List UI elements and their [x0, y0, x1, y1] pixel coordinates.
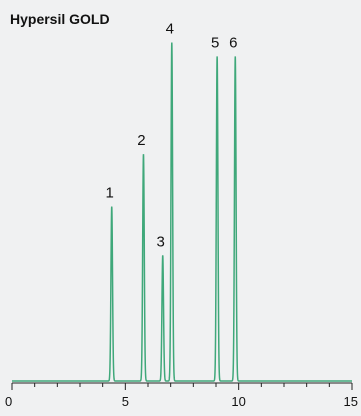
peak-label: 1: [106, 185, 114, 202]
x-tick-label: 15: [344, 394, 358, 409]
x-tick-label: 0: [5, 394, 12, 409]
x-tick-label: 5: [122, 394, 129, 409]
chart-title: Hypersil GOLD: [10, 11, 110, 27]
x-tick-label: 10: [231, 394, 245, 409]
peak-label: 2: [137, 132, 145, 149]
peak-label: 6: [229, 34, 237, 51]
x-axis: 0 5 10 15: [5, 382, 358, 409]
chromatogram-trace: [12, 42, 352, 382]
peak-label: 4: [166, 20, 174, 37]
peak-label: 5: [211, 34, 219, 51]
peak-label: 3: [157, 233, 165, 250]
peak-labels: 1 2 3 4 5 6: [106, 20, 238, 250]
